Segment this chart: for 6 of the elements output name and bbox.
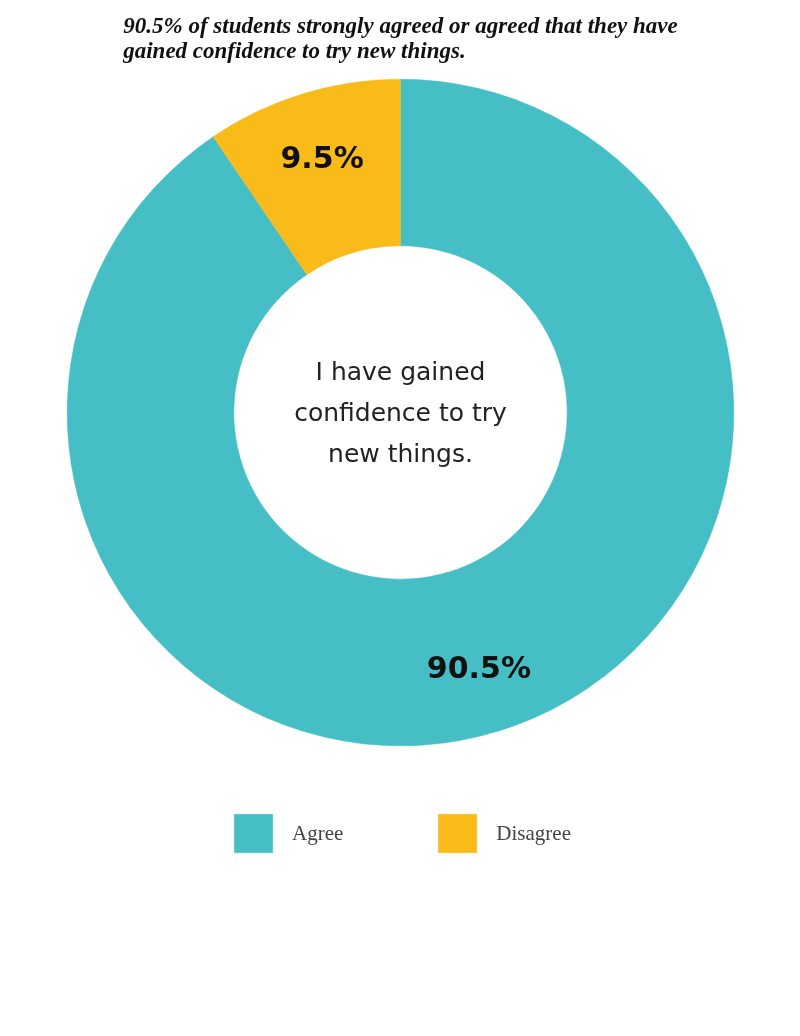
legend-label: Disagree	[496, 820, 571, 846]
data-label: 90.5%	[426, 649, 531, 685]
text: I have gained confidence to try new things.	[294, 357, 508, 468]
data-label: 9.5%	[280, 140, 364, 176]
chart-title: 90.5% of students strongly agreed or agreed that they have gained confidence to try new things.	[122, 12, 678, 63]
legend-label: Agree	[292, 820, 344, 846]
